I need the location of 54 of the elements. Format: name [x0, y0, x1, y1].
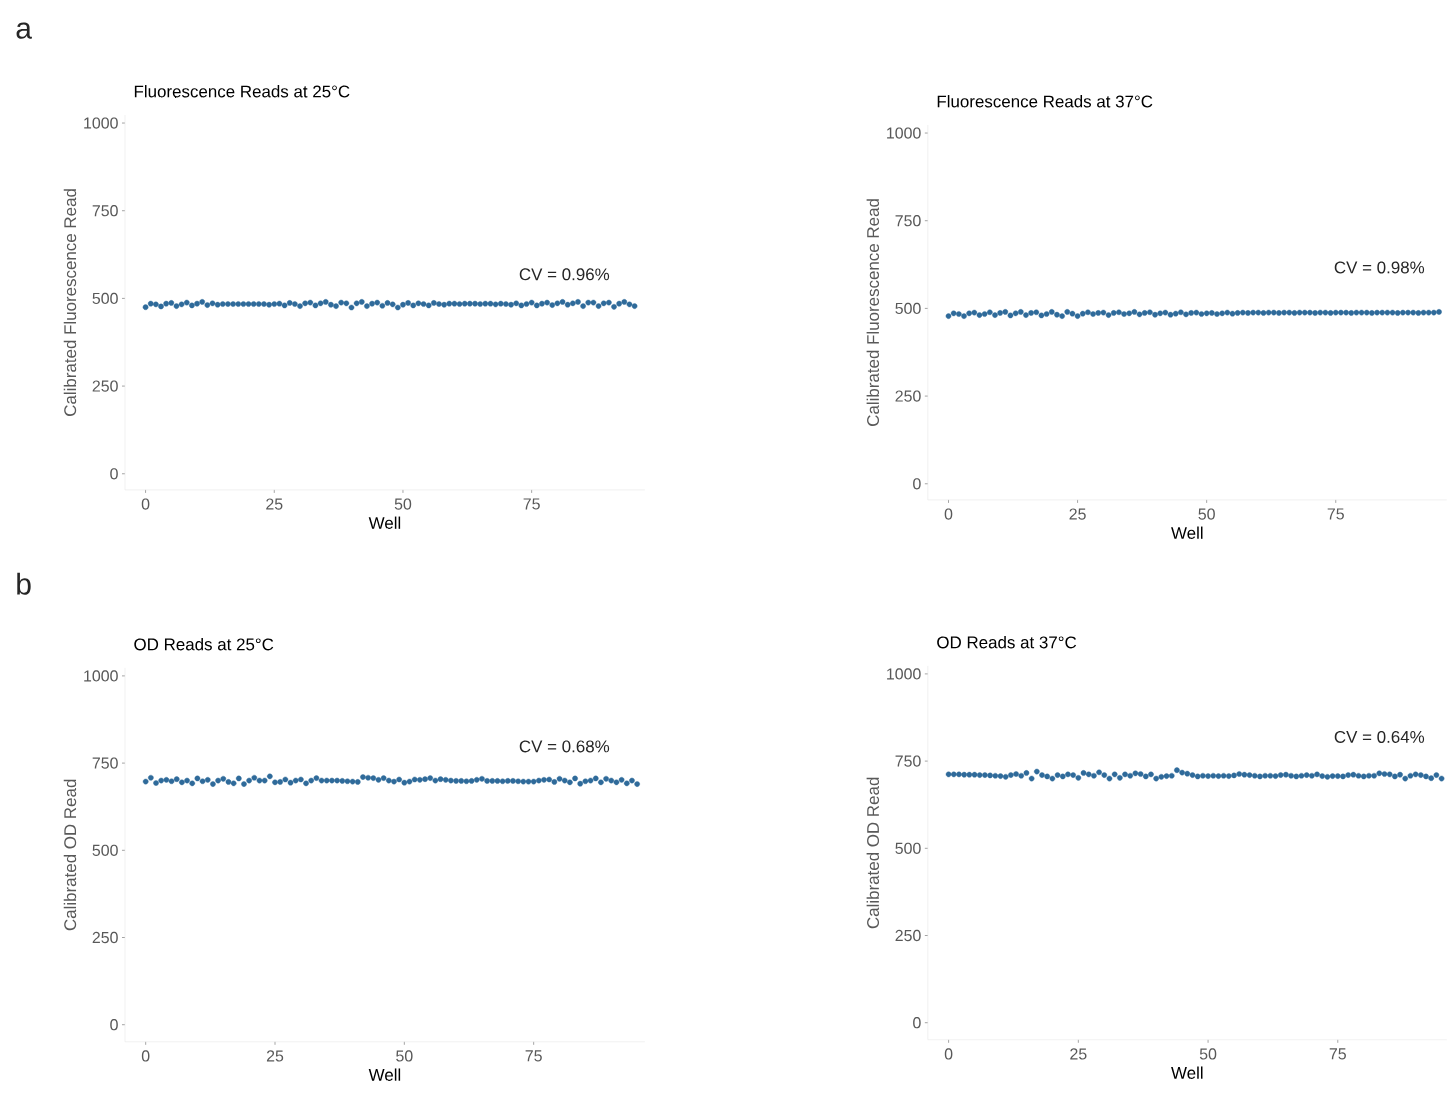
x-tick-label: 25	[1069, 508, 1086, 520]
y-tick-label: 500	[895, 842, 921, 855]
x-tick-label: 0	[944, 508, 953, 520]
y-tick-label: 500	[895, 302, 921, 315]
chart-title: OD Reads at 37°C	[937, 636, 1077, 649]
y-tick-label: 1000	[887, 668, 921, 680]
y-tick-label: 250	[895, 390, 921, 402]
y-tick-label: 750	[895, 215, 921, 227]
x-axis-title: Well	[368, 1068, 401, 1081]
y-tick-label: 250	[92, 380, 118, 392]
x-tick-label: 25	[1070, 1048, 1087, 1060]
y-tick-label: 0	[110, 1019, 118, 1031]
x-axis-title: Well	[1171, 526, 1203, 540]
x-tick-label: 50	[396, 1050, 413, 1062]
x-tick-label: 75	[523, 498, 540, 510]
y-tick-label: 0	[110, 468, 118, 480]
y-tick-label: 500	[92, 844, 118, 857]
y-tick-label: 750	[92, 205, 118, 217]
y-axis-title: Calibrated Fluorescence Read	[866, 199, 880, 427]
x-tick-label: 75	[525, 1050, 542, 1062]
y-axis-title: Calibrated OD Read	[63, 779, 77, 931]
annotation: CV = 0.64%	[1334, 731, 1425, 744]
y-tick-label: 250	[92, 931, 118, 944]
annotation: CV = 0.98%	[1334, 261, 1425, 274]
chart-title: Fluorescence Reads at 25°C	[134, 85, 350, 98]
text: b	[17, 572, 31, 595]
x-tick-label: 50	[394, 498, 412, 510]
x-tick-label: 75	[1327, 508, 1344, 520]
y-tick-label: 1000	[887, 127, 921, 139]
x-tick-label: 0	[141, 498, 150, 510]
y-tick-label: 1000	[84, 670, 118, 682]
y-tick-label: 0	[913, 1017, 921, 1029]
chart-title: OD Reads at 25°C	[134, 638, 274, 651]
x-tick-label: 50	[1198, 508, 1215, 520]
x-tick-label: 25	[266, 498, 283, 510]
y-tick-label: 250	[895, 929, 921, 942]
annotation: CV = 0.68%	[519, 740, 610, 753]
x-tick-label: 0	[944, 1048, 953, 1060]
y-tick-label: 1000	[84, 117, 118, 129]
chart-title: Fluorescence Reads at 37°C	[937, 95, 1153, 108]
y-tick-label: 500	[92, 292, 118, 305]
x-tick-label: 75	[1329, 1048, 1346, 1060]
x-tick-label: 0	[141, 1050, 150, 1062]
y-axis-title: Calibrated OD Read	[866, 777, 880, 929]
y-tick-label: 0	[913, 478, 921, 490]
annotation: CV = 0.96%	[519, 268, 610, 281]
y-tick-label: 750	[895, 755, 921, 767]
text: a	[16, 22, 32, 39]
x-axis-title: Well	[1171, 1066, 1203, 1079]
x-axis-title: Well	[368, 516, 401, 530]
y-axis-title: Calibrated Fluorescence Read	[63, 189, 77, 417]
y-tick-label: 750	[92, 757, 118, 769]
x-tick-label: 50	[1199, 1048, 1217, 1060]
x-tick-label: 25	[266, 1050, 284, 1062]
